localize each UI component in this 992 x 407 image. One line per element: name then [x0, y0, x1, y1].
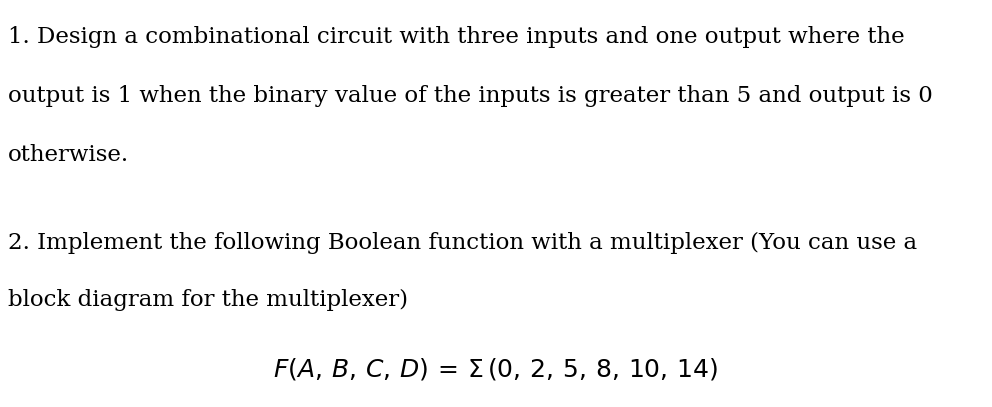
Text: $\mathit{F}(\mathit{A},\, \mathit{B},\, \mathit{C},\, \mathit{D})\, =\, \Sigma\,: $\mathit{F}(\mathit{A},\, \mathit{B},\, …: [274, 356, 718, 382]
Text: otherwise.: otherwise.: [8, 144, 129, 166]
Text: block diagram for the multiplexer): block diagram for the multiplexer): [8, 289, 408, 311]
Text: 2. Implement the following Boolean function with a multiplexer (You can use a: 2. Implement the following Boolean funct…: [8, 232, 917, 254]
Text: 1. Design a combinational circuit with three inputs and one output where the: 1. Design a combinational circuit with t…: [8, 26, 905, 48]
Text: output is 1 when the binary value of the inputs is greater than 5 and output is : output is 1 when the binary value of the…: [8, 85, 932, 107]
